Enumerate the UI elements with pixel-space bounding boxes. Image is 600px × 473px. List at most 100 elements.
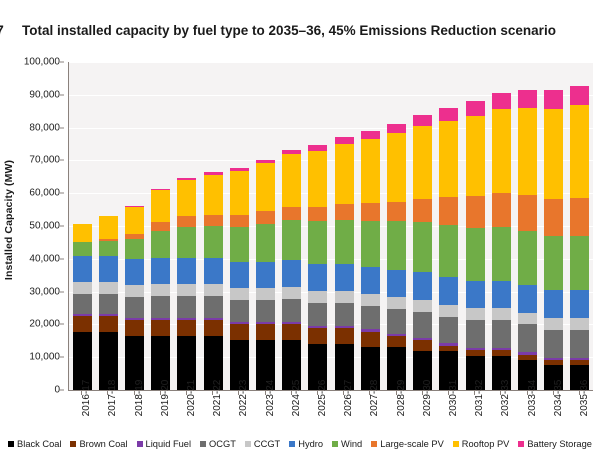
bar-segment[interactable] bbox=[544, 198, 564, 237]
bar-segment[interactable] bbox=[203, 174, 223, 215]
bar-segment[interactable] bbox=[334, 291, 354, 304]
legend-item[interactable]: Black Coal bbox=[8, 439, 61, 449]
stacked-bar[interactable] bbox=[465, 100, 485, 390]
bar-segment[interactable] bbox=[518, 194, 538, 232]
bar-segment[interactable] bbox=[203, 172, 223, 175]
bar-segment[interactable] bbox=[439, 343, 459, 346]
bar-segment[interactable] bbox=[256, 339, 276, 390]
bar-segment[interactable] bbox=[518, 285, 538, 313]
stacked-bar[interactable] bbox=[491, 92, 511, 390]
bar-segment[interactable] bbox=[465, 227, 485, 281]
bar-segment[interactable] bbox=[282, 260, 302, 288]
bar-segment[interactable] bbox=[413, 126, 433, 199]
bar-segment[interactable] bbox=[570, 365, 590, 390]
bar-segment[interactable] bbox=[465, 115, 485, 196]
bar-segment[interactable] bbox=[465, 100, 485, 116]
legend-item[interactable]: CCGT bbox=[244, 439, 280, 449]
bar-segment[interactable] bbox=[72, 242, 92, 257]
bar-segment[interactable] bbox=[387, 297, 407, 310]
bar-segment[interactable] bbox=[177, 179, 197, 217]
legend-item[interactable]: Rooftop PV bbox=[452, 439, 509, 449]
bar-segment[interactable] bbox=[439, 107, 459, 121]
bar-segment[interactable] bbox=[98, 313, 118, 316]
legend-item[interactable]: Large-scale PV bbox=[371, 439, 444, 449]
bar-segment[interactable] bbox=[491, 350, 511, 356]
bar-segment[interactable] bbox=[203, 335, 223, 390]
bar-segment[interactable] bbox=[177, 317, 197, 320]
bar-segment[interactable] bbox=[491, 192, 511, 228]
bar-segment[interactable] bbox=[151, 335, 171, 390]
bar-segment[interactable] bbox=[256, 321, 276, 325]
bar-segment[interactable] bbox=[544, 329, 564, 358]
bar-segment[interactable] bbox=[151, 295, 171, 318]
bar-segment[interactable] bbox=[229, 214, 249, 228]
bar-segment[interactable] bbox=[491, 92, 511, 109]
stacked-bar[interactable] bbox=[229, 167, 249, 390]
bar-segment[interactable] bbox=[98, 215, 118, 217]
bar-segment[interactable] bbox=[518, 107, 538, 195]
stacked-bar[interactable] bbox=[256, 159, 276, 390]
bar-segment[interactable] bbox=[570, 317, 590, 330]
stacked-bar[interactable] bbox=[282, 149, 302, 390]
bar-segment[interactable] bbox=[282, 324, 302, 340]
bar-segment[interactable] bbox=[282, 149, 302, 155]
bar-segment[interactable] bbox=[177, 319, 197, 336]
bar-segment[interactable] bbox=[439, 316, 459, 344]
bar-segment[interactable] bbox=[98, 331, 118, 390]
bar-segment[interactable] bbox=[229, 167, 249, 171]
bar-segment[interactable] bbox=[360, 305, 380, 330]
bar-segment[interactable] bbox=[387, 123, 407, 134]
stacked-bar[interactable] bbox=[203, 172, 223, 390]
bar-segment[interactable] bbox=[72, 224, 92, 242]
bar-segment[interactable] bbox=[72, 315, 92, 332]
bar-segment[interactable] bbox=[570, 329, 590, 358]
bar-segment[interactable] bbox=[413, 337, 433, 340]
bar-segment[interactable] bbox=[544, 290, 564, 318]
bar-segment[interactable] bbox=[72, 294, 92, 314]
bar-segment[interactable] bbox=[151, 188, 171, 190]
bar-segment[interactable] bbox=[308, 221, 328, 265]
stacked-bar[interactable] bbox=[518, 90, 538, 390]
bar-segment[interactable] bbox=[229, 324, 249, 340]
stacked-bar[interactable] bbox=[151, 188, 171, 390]
bar-segment[interactable] bbox=[308, 291, 328, 304]
stacked-bar[interactable] bbox=[308, 145, 328, 390]
bar-segment[interactable] bbox=[570, 359, 590, 366]
bar-segment[interactable] bbox=[544, 317, 564, 330]
bar-segment[interactable] bbox=[413, 299, 433, 312]
bar-segment[interactable] bbox=[125, 259, 144, 286]
bar-segment[interactable] bbox=[570, 85, 590, 106]
bar-segment[interactable] bbox=[387, 221, 407, 270]
bar-segment[interactable] bbox=[544, 357, 564, 360]
bar-segment[interactable] bbox=[151, 284, 171, 296]
bar-segment[interactable] bbox=[413, 339, 433, 351]
bar-segment[interactable] bbox=[308, 328, 328, 344]
bar-segment[interactable] bbox=[282, 339, 302, 390]
bar-segment[interactable] bbox=[282, 321, 302, 325]
stacked-bar[interactable] bbox=[413, 114, 433, 390]
bar-segment[interactable] bbox=[177, 284, 197, 296]
bar-segment[interactable] bbox=[229, 261, 249, 289]
bar-segment[interactable] bbox=[334, 219, 354, 265]
bar-segment[interactable] bbox=[334, 303, 354, 326]
bar-segment[interactable] bbox=[256, 223, 276, 262]
bar-segment[interactable] bbox=[334, 343, 354, 390]
bar-segment[interactable] bbox=[203, 295, 223, 318]
bar-segment[interactable] bbox=[544, 108, 564, 199]
stacked-bar[interactable] bbox=[177, 177, 197, 390]
bar-segment[interactable] bbox=[177, 257, 197, 285]
bar-segment[interactable] bbox=[72, 313, 92, 316]
bar-segment[interactable] bbox=[439, 350, 459, 390]
bar-segment[interactable] bbox=[334, 328, 354, 344]
bar-segment[interactable] bbox=[125, 335, 144, 390]
legend-item[interactable]: Battery Storage bbox=[518, 439, 592, 449]
bar-segment[interactable] bbox=[177, 295, 197, 318]
bar-segment[interactable] bbox=[465, 320, 485, 349]
bar-segment[interactable] bbox=[413, 272, 433, 300]
bar-segment[interactable] bbox=[518, 359, 538, 390]
bar-segment[interactable] bbox=[72, 241, 92, 243]
bar-segment[interactable] bbox=[229, 339, 249, 390]
stacked-bar[interactable] bbox=[360, 130, 380, 390]
bar-segment[interactable] bbox=[282, 219, 302, 261]
stacked-bar[interactable] bbox=[387, 123, 407, 390]
